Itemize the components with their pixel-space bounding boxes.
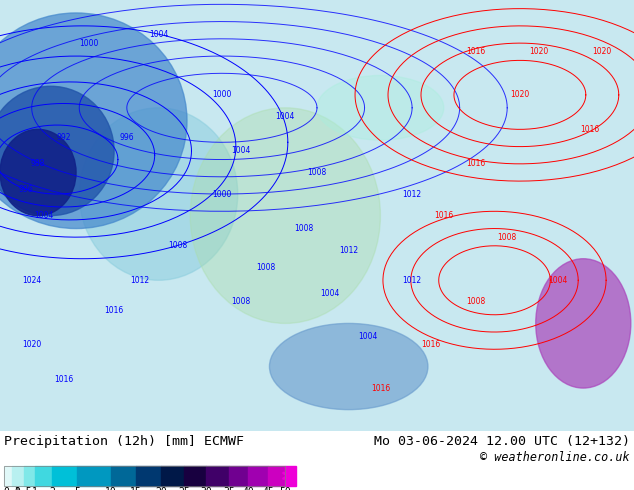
Text: 10: 10 xyxy=(105,487,117,490)
Text: 1016: 1016 xyxy=(422,341,441,349)
Bar xyxy=(23,466,35,486)
Text: 1016: 1016 xyxy=(54,375,73,384)
Bar xyxy=(13,466,23,486)
Text: 30: 30 xyxy=(200,487,212,490)
Bar xyxy=(285,466,296,486)
Text: 5: 5 xyxy=(74,487,80,490)
Text: 1004: 1004 xyxy=(548,276,567,285)
Text: Precipitation (12h) [mm] ECMWF: Precipitation (12h) [mm] ECMWF xyxy=(4,435,244,448)
Bar xyxy=(229,466,249,486)
Ellipse shape xyxy=(0,13,187,228)
Text: 1020: 1020 xyxy=(510,90,529,99)
Text: 40: 40 xyxy=(243,487,254,490)
Text: 1008: 1008 xyxy=(466,297,485,306)
Text: 1000: 1000 xyxy=(79,39,98,48)
Text: 35: 35 xyxy=(223,487,235,490)
Text: 1008: 1008 xyxy=(168,241,187,250)
Text: 0.1: 0.1 xyxy=(4,487,22,490)
Ellipse shape xyxy=(0,86,114,216)
Ellipse shape xyxy=(269,323,428,410)
Bar xyxy=(111,466,136,486)
Text: 1004: 1004 xyxy=(35,211,54,220)
Text: © weatheronline.co.uk: © weatheronline.co.uk xyxy=(481,451,630,465)
Text: Mo 03-06-2024 12.00 UTC (12+132): Mo 03-06-2024 12.00 UTC (12+132) xyxy=(374,435,630,448)
Ellipse shape xyxy=(536,259,631,388)
Text: 1004: 1004 xyxy=(320,289,339,298)
Bar xyxy=(4,466,285,486)
Ellipse shape xyxy=(79,108,238,280)
Text: 1012: 1012 xyxy=(403,276,422,285)
Text: 996: 996 xyxy=(18,185,33,194)
Text: 1008: 1008 xyxy=(498,233,517,242)
Text: 1004: 1004 xyxy=(358,332,377,341)
Bar xyxy=(136,466,162,486)
Text: 45: 45 xyxy=(262,487,274,490)
Text: 1: 1 xyxy=(32,487,38,490)
Text: 1016: 1016 xyxy=(466,159,485,169)
Ellipse shape xyxy=(0,129,76,216)
Bar xyxy=(4,466,13,486)
Bar xyxy=(249,466,268,486)
Text: 15: 15 xyxy=(130,487,142,490)
Text: 996: 996 xyxy=(119,133,134,143)
Text: 1012: 1012 xyxy=(130,276,149,285)
Text: 25: 25 xyxy=(178,487,190,490)
Text: 992: 992 xyxy=(56,133,70,143)
Ellipse shape xyxy=(190,108,380,323)
Text: 1016: 1016 xyxy=(466,47,485,56)
Bar xyxy=(52,466,77,486)
Text: 1016: 1016 xyxy=(105,306,124,315)
Text: 1012: 1012 xyxy=(403,190,422,198)
Text: 1004: 1004 xyxy=(231,147,250,155)
Bar xyxy=(162,466,184,486)
Text: 1004: 1004 xyxy=(149,30,168,39)
Text: 1008: 1008 xyxy=(307,168,327,177)
Text: 1000: 1000 xyxy=(212,90,231,99)
Bar xyxy=(268,466,285,486)
Bar xyxy=(184,466,206,486)
Text: 1016: 1016 xyxy=(434,211,453,220)
Text: 1008: 1008 xyxy=(231,297,250,306)
Text: 20: 20 xyxy=(155,487,167,490)
Text: 1004: 1004 xyxy=(276,112,295,121)
Bar xyxy=(77,466,111,486)
Text: 1012: 1012 xyxy=(339,245,358,255)
Bar xyxy=(206,466,229,486)
Text: 988: 988 xyxy=(31,159,45,169)
Text: 1016: 1016 xyxy=(580,125,599,134)
Text: 1016: 1016 xyxy=(371,384,390,392)
Text: 1008: 1008 xyxy=(295,224,314,233)
Text: 1020: 1020 xyxy=(529,47,548,56)
Text: 1008: 1008 xyxy=(257,263,276,272)
Text: 1024: 1024 xyxy=(22,276,41,285)
Text: 1000: 1000 xyxy=(212,190,231,198)
Text: 1020: 1020 xyxy=(593,47,612,56)
Text: 2: 2 xyxy=(49,487,55,490)
Text: 0.5: 0.5 xyxy=(15,487,32,490)
Ellipse shape xyxy=(317,75,444,140)
Bar xyxy=(35,466,52,486)
Text: 1020: 1020 xyxy=(22,341,41,349)
Text: 50: 50 xyxy=(279,487,291,490)
